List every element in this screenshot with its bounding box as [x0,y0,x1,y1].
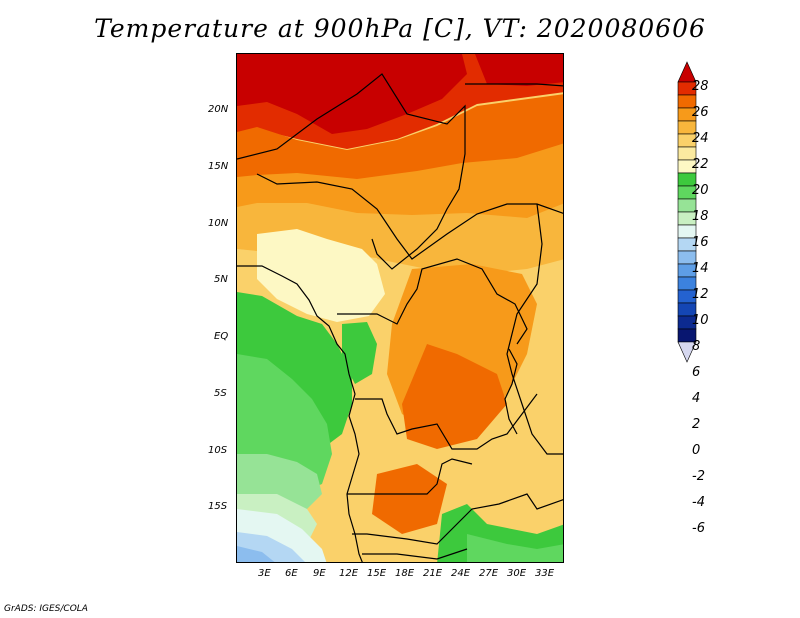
lat-tick-10s: 10S [208,445,228,456]
temperature-map [236,53,564,563]
colorbar-label-26: 26 [692,105,709,120]
border-lines [237,73,563,562]
lon-tick-21e: 21E [423,568,443,579]
colorbar-cells [677,61,697,363]
field-12-east [467,534,563,562]
border-2 [256,173,563,260]
lon-tick-9e: 9E [313,568,326,579]
border-4 [355,393,538,450]
map-title: Temperature at 900hPa [C], VT: 202008060… [94,14,706,43]
lat-tick-15s: 15S [208,501,228,512]
colorbar-label-14: 14 [692,261,709,276]
border-3 [337,258,528,345]
border-5 [347,458,473,495]
lake-line [504,348,518,435]
colorbar-label-0: 0 [692,443,701,458]
colorbar-label-4: 4 [692,391,701,406]
map-canvas [237,54,563,562]
colorbar-label-20: 20 [692,183,709,198]
lat-tick-eq: EQ [214,331,229,342]
border-8 [465,83,563,87]
field-28-ne [475,54,563,86]
lon-tick-18e: 18E [395,568,415,579]
colorbar-label-24: 24 [692,131,709,146]
border-9 [506,203,563,455]
field-22 [237,143,563,219]
lon-tick-33e: 33E [535,568,555,579]
field-24-central [402,344,507,449]
lon-tick-30e: 30E [507,568,527,579]
field-2 [237,546,275,562]
colorbar-label-22: 22 [692,157,709,172]
colorbar [677,61,697,363]
colorbar-label-12: 12 [692,287,709,302]
border-7 [362,548,468,560]
lat-tick-5n: 5N [214,274,228,285]
lon-tick-24e: 24E [451,568,471,579]
colorbar-label-8: 8 [692,339,701,354]
lon-tick-27e: 27E [479,568,499,579]
field-24 [237,94,563,180]
colorbar-label-minus6: -6 [692,521,705,536]
field-16 [257,229,385,322]
lon-tick-12e: 12E [339,568,359,579]
border-6 [352,493,563,545]
colorbar-label-10: 10 [692,313,709,328]
lat-tick-5s: 5S [214,388,227,399]
border-1 [237,73,466,270]
lon-tick-15e: 15E [367,568,387,579]
colorbar-label-6: 6 [692,365,701,380]
colorbar-bottom-triangle [677,341,697,363]
field-20 [237,203,563,274]
colorbar-label-18: 18 [692,209,709,224]
coastline [237,265,363,562]
lat-tick-15n: 15N [208,161,229,172]
footer-credit: GrADS: IGES/COLA [4,604,88,614]
colorbar-label-minus2: -2 [692,469,705,484]
lat-tick-10n: 10N [208,218,229,229]
lon-tick-3e: 3E [258,568,271,579]
colorbar-label-minus4: -4 [692,495,705,510]
colorbar-label-2: 2 [692,417,701,432]
lon-tick-6e: 6E [285,568,298,579]
field-14-congo [342,322,377,384]
lat-tick-20n: 20N [208,104,229,115]
field-24-south [372,464,447,534]
field-28 [237,54,467,134]
colorbar-label-16: 16 [692,235,709,250]
colorbar-label-28: 28 [692,79,709,94]
